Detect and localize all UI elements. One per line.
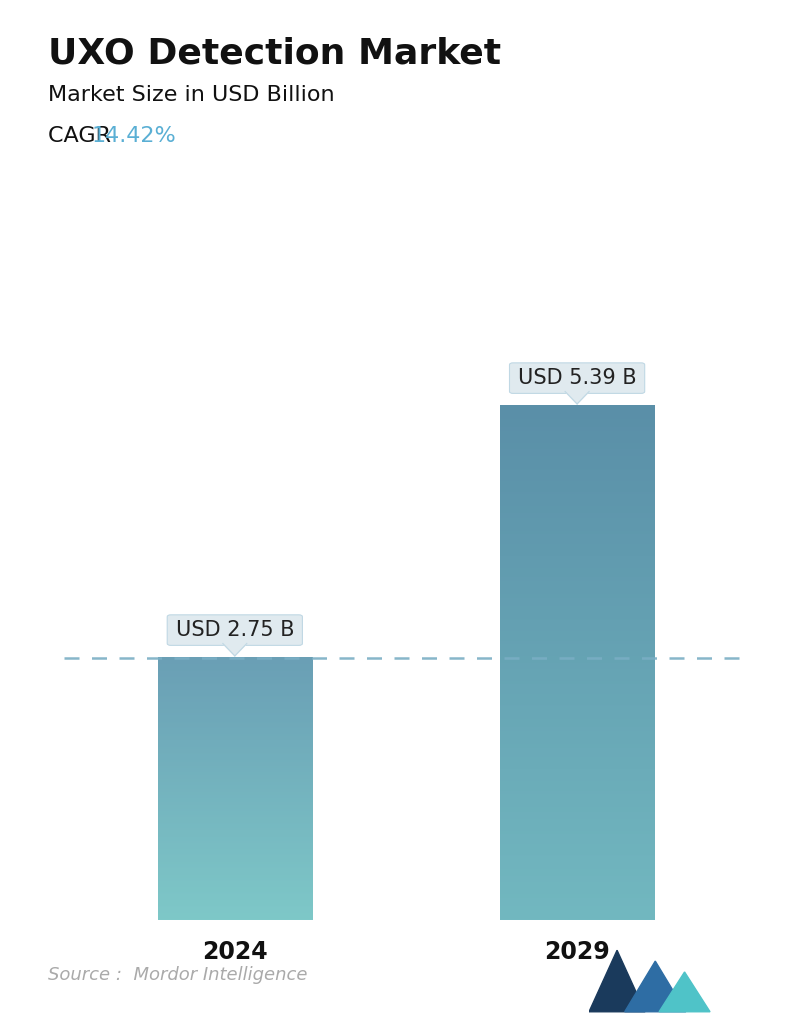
- Polygon shape: [565, 392, 589, 404]
- Text: UXO Detection Market: UXO Detection Market: [48, 36, 501, 70]
- FancyBboxPatch shape: [509, 363, 645, 393]
- Polygon shape: [589, 950, 645, 1011]
- Text: 14.42%: 14.42%: [92, 126, 176, 146]
- Text: Source :  Mordor Intelligence: Source : Mordor Intelligence: [48, 967, 307, 984]
- Polygon shape: [625, 962, 686, 1011]
- Text: Market Size in USD Billion: Market Size in USD Billion: [48, 85, 334, 104]
- Text: USD 5.39 B: USD 5.39 B: [517, 368, 637, 388]
- Polygon shape: [659, 972, 710, 1011]
- Text: USD 2.75 B: USD 2.75 B: [176, 620, 294, 640]
- Text: CAGR: CAGR: [48, 126, 125, 146]
- FancyBboxPatch shape: [167, 615, 302, 645]
- Polygon shape: [223, 643, 247, 656]
